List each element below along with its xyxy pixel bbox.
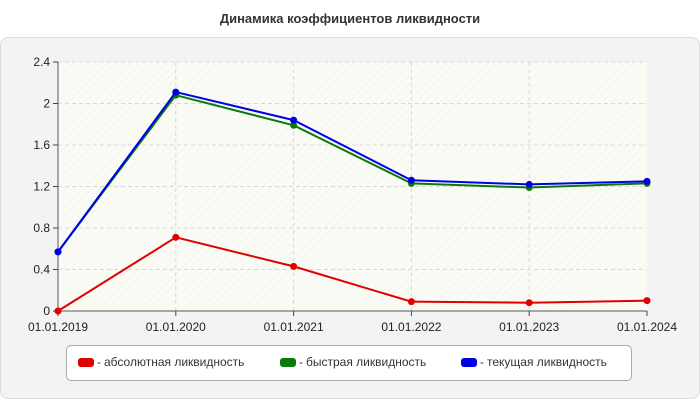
series-line-1 bbox=[57, 94, 648, 253]
series-0-point bbox=[525, 299, 533, 307]
series-2-point bbox=[525, 180, 533, 188]
x-tick-label: 01.01.2020 bbox=[146, 320, 206, 334]
series-0-point bbox=[172, 233, 180, 241]
y-tick-label: 1.2 bbox=[33, 180, 50, 194]
y-tick-label: 0.8 bbox=[33, 221, 50, 235]
series-0-point bbox=[407, 298, 415, 306]
y-tick-label: 0.4 bbox=[33, 263, 50, 277]
chart-title: Динамика коэффициентов ликвидности bbox=[219, 11, 481, 26]
legend-label-quick: быстрая ликвидность bbox=[306, 355, 427, 369]
series-0-point bbox=[643, 297, 651, 305]
series-2-point bbox=[172, 88, 180, 96]
y-tick-label: 1.6 bbox=[33, 138, 50, 152]
legend-label-current: текущая ликвидность bbox=[487, 355, 607, 369]
legend-swatch-absolute bbox=[78, 357, 94, 367]
series-line-0 bbox=[57, 236, 648, 312]
series-2-point bbox=[643, 177, 651, 185]
series-2-point bbox=[54, 248, 62, 256]
x-tick-label: 01.01.2022 bbox=[381, 320, 441, 334]
chart-legend: - абсолютная ликвидность - быстрая ликви… bbox=[66, 345, 632, 381]
y-tick-label: 2 bbox=[43, 97, 50, 111]
y-tick-label: 2.4 bbox=[33, 55, 50, 69]
series-2-point bbox=[407, 176, 415, 184]
x-tick-label: 01.01.2023 bbox=[499, 320, 559, 334]
legend-item-current[interactable]: - текущая ликвидность bbox=[461, 355, 607, 369]
series-0-point bbox=[54, 307, 62, 315]
x-tick-label: 01.01.2019 bbox=[28, 320, 88, 334]
legend-dash: - bbox=[299, 355, 303, 369]
x-tick-label: 01.01.2024 bbox=[617, 320, 677, 334]
legend-item-quick[interactable]: - быстрая ликвидность bbox=[280, 355, 426, 369]
legend-swatch-quick bbox=[280, 357, 296, 367]
x-tick-label: 01.01.2021 bbox=[264, 320, 324, 334]
legend-dash: - bbox=[480, 355, 484, 369]
legend-item-absolute[interactable]: - абсолютная ликвидность bbox=[78, 355, 244, 369]
legend-swatch-current bbox=[461, 357, 477, 367]
legend-dash: - bbox=[97, 355, 101, 369]
series-2-point bbox=[290, 116, 298, 124]
series-0-point bbox=[290, 262, 298, 270]
series-line-2 bbox=[57, 91, 648, 253]
legend-label-absolute: абсолютная ликвидность bbox=[104, 355, 245, 369]
series-1-point bbox=[290, 121, 298, 129]
y-tick-label: 0 bbox=[43, 304, 50, 318]
